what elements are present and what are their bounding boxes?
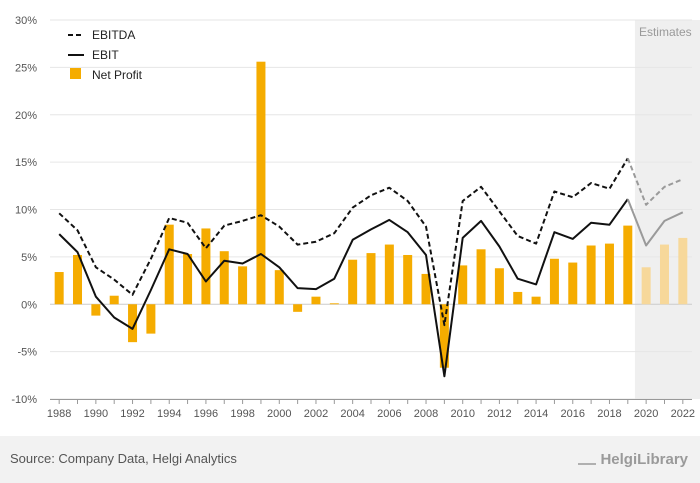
x-tick-label: 2012	[487, 408, 511, 420]
ebit-line-estimate	[626, 198, 684, 247]
lines	[58, 157, 684, 378]
brand-name: HelgiLibrary	[600, 451, 688, 468]
y-tick-label: 0%	[21, 299, 37, 311]
x-tick-label: 2000	[267, 408, 291, 420]
net-profit-bars	[54, 61, 688, 368]
net-profit-bar	[219, 251, 229, 305]
y-tick-label: 30%	[15, 15, 37, 27]
ebit-line	[58, 198, 629, 378]
net-profit-bar	[183, 254, 193, 305]
net-profit-bar	[568, 262, 578, 305]
x-tick-label: 2018	[597, 408, 621, 420]
y-tick-label: 10%	[15, 205, 37, 217]
x-tick-label: 2002	[304, 408, 328, 420]
y-axis: 30% 25% 20% 15% 10% 5% 0% -5% -10%	[11, 15, 37, 406]
legend-ebitda: EBITDA	[92, 28, 135, 42]
x-tick-label: 1988	[47, 408, 71, 420]
net-profit-bar	[274, 270, 284, 305]
legend: EBITDA EBIT Net Profit	[68, 28, 143, 82]
net-profit-bar	[531, 296, 541, 305]
y-tick-label: 5%	[21, 252, 37, 264]
net-profit-bar	[641, 267, 651, 305]
net-profit-bar	[348, 259, 358, 305]
x-tick-label: 2022	[671, 408, 695, 420]
net-profit-bar	[659, 244, 669, 305]
x-tick-label: 1998	[230, 408, 254, 420]
net-profit-bar	[256, 61, 266, 305]
y-tick-label: -10%	[11, 394, 37, 406]
x-tick-label: 1990	[84, 408, 108, 420]
net-profit-bar	[293, 304, 303, 312]
source-note: Source: Company Data, Helgi Analytics	[10, 451, 237, 466]
net-profit-bar	[366, 253, 376, 305]
estimates-label: Estimates	[639, 25, 692, 39]
y-tick-label: 20%	[15, 110, 37, 122]
net-profit-bar	[513, 291, 523, 305]
brand-logo: HelgiLibrary	[578, 450, 688, 468]
net-profit-bar	[439, 304, 449, 368]
x-tick-label: 1994	[157, 408, 181, 420]
net-profit-bar	[458, 265, 468, 305]
y-tick-label: 25%	[15, 62, 37, 74]
y-tick-label: 15%	[15, 157, 37, 169]
x-tick-label: 2014	[524, 408, 548, 420]
x-tick-label: 1996	[194, 408, 218, 420]
x-tick-label: 2008	[414, 408, 438, 420]
ebitda-line	[58, 157, 629, 327]
footer: Source: Company Data, Helgi Analytics He…	[0, 436, 700, 483]
x-tick-label: 2016	[561, 408, 585, 420]
net-profit-bar	[586, 245, 596, 305]
net-profit-bar	[128, 304, 138, 343]
net-profit-bar	[384, 244, 394, 305]
legend-net-profit-swatch	[70, 68, 81, 79]
net-profit-bar	[549, 258, 559, 305]
net-profit-bar	[201, 228, 211, 305]
legend-net-profit: Net Profit	[92, 68, 143, 82]
net-profit-bar	[164, 224, 174, 305]
net-profit-bar	[109, 295, 119, 305]
net-profit-bar	[604, 243, 614, 305]
x-axis: 1988 1990 1992 1994 1996 1998 2000 2002 2004 2006…	[47, 399, 695, 420]
net-profit-bar	[421, 273, 431, 305]
net-profit-bar	[91, 304, 101, 316]
net-profit-bar	[146, 304, 156, 334]
y-tick-label: -5%	[17, 347, 37, 359]
net-profit-bar	[678, 237, 688, 305]
net-profit-bar	[311, 296, 321, 305]
grid	[50, 19, 692, 400]
ebitda-line-estimate	[626, 157, 684, 206]
library-icon	[578, 451, 597, 465]
net-profit-bar	[494, 268, 504, 305]
chart: 30%25%20%15%10%5%0%-5%-10% 1988 1990 1992 1…	[11, 15, 700, 420]
net-profit-bar	[329, 303, 339, 305]
net-profit-bar	[54, 272, 64, 305]
net-profit-bar	[73, 254, 83, 305]
net-profit-bar	[476, 249, 486, 305]
x-tick-label: 2006	[377, 408, 401, 420]
x-tick-label: 2004	[340, 408, 364, 420]
x-tick-label: 2010	[450, 408, 474, 420]
net-profit-bar	[623, 225, 633, 305]
net-profit-bar	[403, 254, 413, 305]
net-profit-bar	[238, 266, 248, 305]
x-tick-label: 2020	[634, 408, 658, 420]
legend-ebit: EBIT	[92, 48, 119, 62]
x-tick-label: 1992	[120, 408, 144, 420]
